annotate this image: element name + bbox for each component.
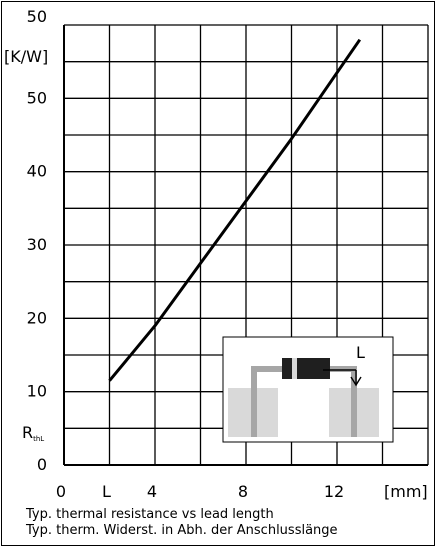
x-tick-label: 8: [238, 482, 248, 501]
y-axis-symbol: RthL: [22, 423, 44, 443]
y-tick-label: 50: [27, 7, 47, 26]
x-tick-label: 0: [56, 482, 66, 501]
y-tick-label: 20: [27, 308, 47, 327]
axes: [63, 25, 428, 466]
caption-english: Typ. thermal resistance vs lead length: [26, 507, 274, 522]
x-tick-label: L: [102, 482, 111, 501]
y-tick-label: 0: [37, 455, 47, 474]
x-tick-label: 4: [147, 482, 157, 501]
tick-labels: 0 L 4 8 12 0 10 20 30 40 50 50: [27, 7, 345, 501]
inset-lead-right-vertical: [351, 366, 357, 437]
y-tick-label: 50: [27, 88, 47, 107]
y-tick-label: 40: [27, 162, 47, 181]
x-axis-unit: [mm]: [384, 482, 428, 501]
inset-lead-left-horizontal: [251, 366, 291, 372]
caption-german: Typ. therm. Widerst. in Abh. der Anschlu…: [26, 523, 338, 538]
y-axis-unit: [K/W]: [4, 47, 48, 66]
inset-diagram: L: [222, 336, 394, 443]
inset-component-body: [282, 358, 330, 379]
inset-component-band: [292, 358, 297, 379]
inset-lead-left-vertical: [251, 366, 257, 437]
y-tick-label: 10: [27, 382, 47, 401]
y-tick-label: 30: [27, 235, 47, 254]
x-tick-label: 12: [324, 482, 344, 501]
inset-lead-right-horizontal: [328, 366, 357, 372]
series-line: [108, 38, 362, 382]
inset-dimension-arrowhead: [350, 376, 362, 387]
y-axis-symbol-subscript: thL: [33, 435, 44, 443]
inset-label: L: [356, 343, 365, 362]
